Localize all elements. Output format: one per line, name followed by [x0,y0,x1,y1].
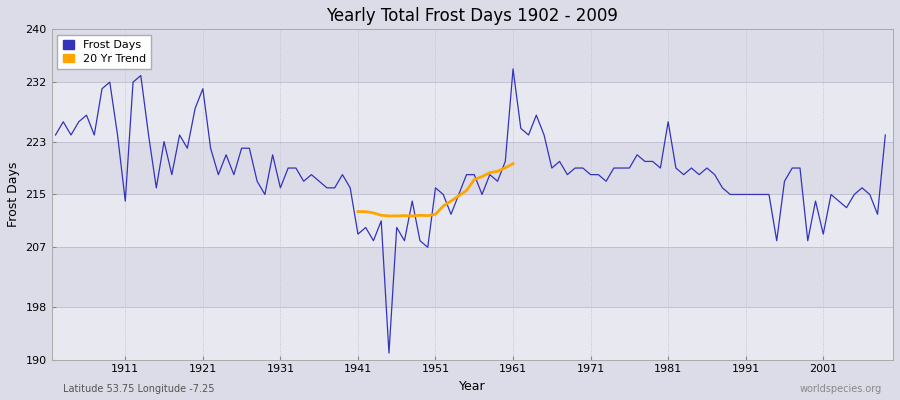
Bar [51,194,893,247]
Frost Days [779,179,790,184]
20 Yr Trend [461,188,472,193]
Bar [51,82,893,142]
20 Yr Trend [415,213,426,218]
Line: Frost Days: Frost Days [56,69,886,353]
20 Yr Trend [508,161,518,166]
20 Yr Trend [454,193,464,198]
20 Yr Trend [399,213,410,218]
20 Yr Trend [422,213,433,218]
20 Yr Trend [477,174,488,179]
20 Yr Trend [446,199,456,204]
Frost Days [182,146,193,151]
Frost Days [724,192,735,197]
Legend: Frost Days, 20 Yr Trend: Frost Days, 20 Yr Trend [58,35,151,70]
20 Yr Trend [392,214,402,218]
Title: Yearly Total Frost Days 1902 - 2009: Yearly Total Frost Days 1902 - 2009 [327,7,618,25]
Text: worldspecies.org: worldspecies.org [800,384,882,394]
20 Yr Trend [376,213,387,218]
20 Yr Trend [500,165,510,170]
20 Yr Trend [492,169,503,174]
20 Yr Trend [368,210,379,215]
20 Yr Trend [438,204,449,208]
20 Yr Trend [430,212,441,217]
Frost Days [135,73,146,78]
Frost Days [508,66,518,71]
20 Yr Trend [469,177,480,182]
20 Yr Trend [407,214,418,218]
20 Yr Trend [383,214,394,218]
Frost Days [383,351,394,356]
Line: 20 Yr Trend: 20 Yr Trend [358,164,513,216]
20 Yr Trend [484,170,495,175]
X-axis label: Year: Year [459,380,486,393]
20 Yr Trend [360,209,371,214]
Y-axis label: Frost Days: Frost Days [7,162,20,227]
Bar [51,307,893,360]
Frost Days [446,212,456,217]
Frost Days [795,166,806,170]
Frost Days [50,132,61,137]
Frost Days [880,132,891,137]
20 Yr Trend [353,209,364,214]
Text: Latitude 53.75 Longitude -7.25: Latitude 53.75 Longitude -7.25 [63,384,214,394]
